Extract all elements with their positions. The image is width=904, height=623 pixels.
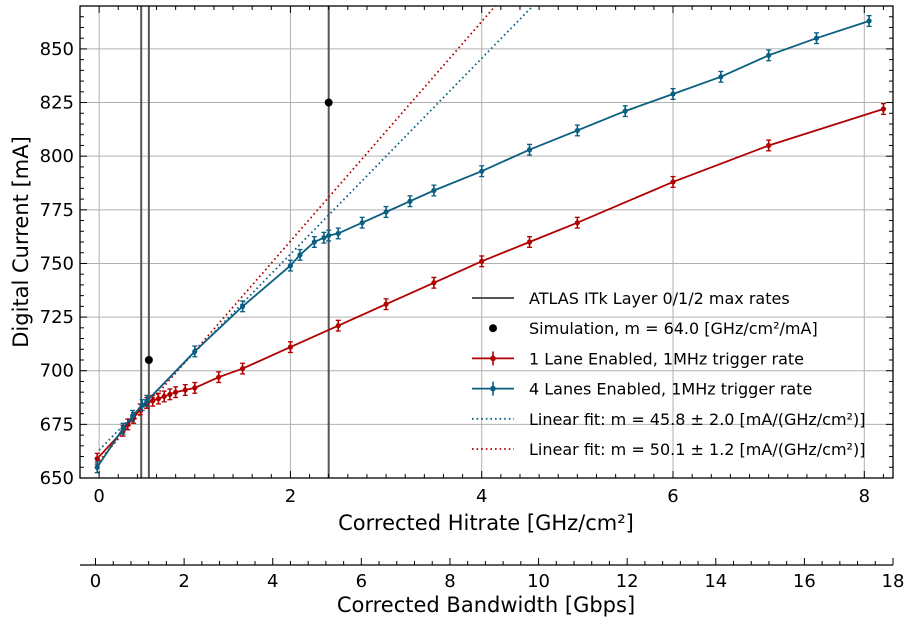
data-point (130, 413, 136, 419)
data-point (311, 239, 317, 245)
legend-label: Simulation, m = 64.0 [GHz/cm²/mA] (529, 319, 818, 338)
data-point (479, 168, 485, 174)
x-tick-label: 2 (285, 486, 296, 507)
x2-tick-label: 12 (616, 571, 639, 592)
data-point (359, 220, 365, 226)
y-tick-label: 800 (40, 146, 74, 167)
grid-lines (80, 6, 893, 479)
data-point (240, 365, 246, 372)
data-point (335, 323, 341, 329)
y-tick-label: 750 (40, 253, 74, 274)
x2-tick-label: 18 (882, 571, 904, 592)
data-point (526, 239, 533, 245)
data-point (407, 198, 413, 204)
y-tick-label: 675 (40, 414, 74, 435)
data-point (670, 91, 676, 97)
data-point (182, 387, 188, 393)
plot-area (94, 6, 887, 478)
x-tick-label: 6 (667, 486, 678, 507)
data-point (192, 348, 198, 355)
x-tick-label: 8 (859, 486, 870, 507)
data-point (574, 127, 580, 134)
legend-label: 1 Lane Enabled, 1MHz trigger rate (529, 349, 804, 368)
data-point (144, 398, 150, 404)
data-point (155, 396, 162, 402)
data-point (139, 402, 145, 408)
data-point (880, 106, 887, 112)
y-axis-title: Digital Current [mA] (9, 136, 33, 348)
data-point (383, 209, 389, 215)
legend-label: ATLAS ITk Layer 0/1/2 max rates (529, 289, 790, 308)
x2-tick-label: 6 (356, 571, 367, 592)
data-point (866, 18, 872, 24)
data-point (240, 303, 246, 309)
data-point (150, 398, 156, 404)
data-point (431, 187, 437, 194)
legend-label: 4 Lanes Enabled, 1MHz trigger rate (529, 380, 812, 399)
secondary-x-axis: 0 2 4 6 8 10 12 14 16 18 Corrected Bandwidth [Gbps… (80, 558, 904, 617)
x2-tick-label: 0 (90, 571, 101, 592)
y-tick-label: 725 (40, 307, 74, 328)
data-point (574, 220, 580, 226)
x-tick-label: 4 (476, 486, 487, 507)
data-point (161, 393, 167, 400)
x2-tick-label: 8 (444, 571, 455, 592)
legend-label: Linear fit: m = 45.8 ± 2.0 [mA/(GHz/cm²)… (529, 410, 865, 429)
data-point (173, 389, 179, 395)
legend-symbol-simulation (489, 324, 497, 333)
data-point (167, 391, 173, 397)
x2-tick-label: 4 (267, 571, 278, 592)
y-tick-label: 650 (40, 468, 74, 489)
data-point (120, 426, 126, 432)
data-point (670, 179, 676, 185)
x2-tick-label: 14 (704, 571, 727, 592)
y-tick-label: 825 (40, 93, 74, 114)
data-point (526, 147, 533, 153)
simulation-point (144, 356, 153, 364)
series-line (96, 20, 870, 468)
data-point (297, 252, 303, 258)
y-tick-label: 775 (40, 200, 74, 221)
data-point (718, 74, 724, 80)
data-point (813, 35, 820, 41)
simulation-point (324, 98, 333, 107)
x-tick-label: 0 (93, 486, 104, 507)
legend: ATLAS ITk Layer 0/1/2 max rates Simulatio… (472, 289, 865, 459)
data-point (622, 108, 628, 114)
data-point (321, 235, 327, 241)
y-tick-label: 850 (40, 39, 74, 60)
x2-tick-label: 10 (527, 571, 550, 592)
x-axis-title: Corrected Hitrate [GHz/cm²] (338, 511, 634, 535)
x2-tick-label: 2 (178, 571, 189, 592)
data-point (287, 263, 294, 269)
data-point (94, 456, 100, 462)
data-point (287, 344, 294, 350)
data-point (766, 52, 772, 58)
legend-symbol-marker (490, 355, 496, 362)
data-point (431, 280, 437, 286)
linear-fit-line (98, 6, 535, 451)
x2-tick-label: 16 (793, 571, 816, 592)
linear-fit-line (98, 6, 497, 462)
data-point (479, 258, 485, 264)
legend-symbol-marker (490, 385, 496, 392)
data-point (94, 464, 100, 470)
plot-frame (79, 5, 894, 479)
data-point (326, 232, 332, 239)
x2-axis-title: Corrected Bandwidth [Gbps] (337, 593, 635, 617)
legend-label: Linear fit: m = 50.1 ± 1.2 [mA/(GHz/cm²)… (529, 440, 865, 459)
data-point (335, 230, 341, 237)
data-point (192, 385, 198, 391)
series-line (96, 108, 884, 460)
y-axis-ticks (80, 5, 893, 479)
data-point (766, 142, 772, 149)
y-tick-label: 700 (40, 361, 74, 382)
data-point (216, 374, 222, 380)
x-axis-ticks (79, 6, 884, 478)
data-point (383, 301, 389, 307)
